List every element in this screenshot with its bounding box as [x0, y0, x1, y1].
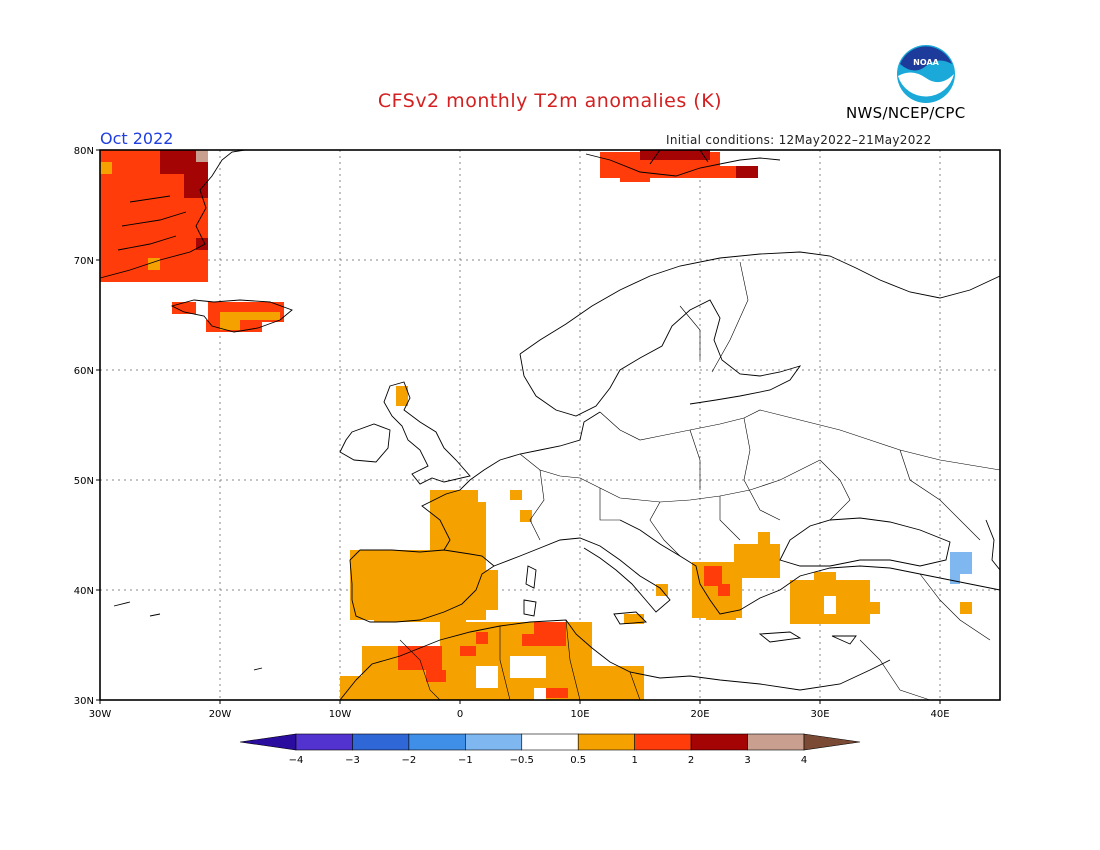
anomaly-balkans	[692, 532, 780, 620]
map-frame	[99, 149, 1001, 701]
colorbar-label: 4	[801, 755, 807, 766]
lon-label: 30E	[810, 709, 829, 720]
noaa-logo: NOAA	[897, 45, 955, 103]
anomaly-turkey-gap	[824, 596, 836, 614]
longitude-labels: 30W 20W 10W 0 10E 20E 30E 40E	[89, 700, 950, 720]
anomaly-north-africa	[340, 622, 644, 700]
colorbar-swatch	[690, 733, 748, 751]
latitude-labels: 80N 70N 60N 50N 40N 30N	[74, 146, 100, 707]
lat-label: 50N	[74, 476, 94, 487]
valid-month-label: Oct 2022	[100, 129, 174, 148]
lon-label: 20E	[690, 709, 709, 720]
lon-label: 10E	[570, 709, 589, 720]
graticule	[100, 150, 1000, 700]
logo-text: NOAA	[913, 58, 939, 67]
colorbar-swatch	[577, 733, 635, 751]
colorbar-label: 0.5	[570, 755, 586, 766]
colorbar-swatch	[465, 733, 523, 751]
colorbar-label: −2	[402, 755, 417, 766]
anomaly-svalbard	[600, 150, 758, 182]
lat-label: 40N	[74, 586, 94, 597]
colorbar-low-triangle	[239, 733, 297, 751]
anomaly-scotland	[396, 386, 408, 406]
colorbar-label: 1	[631, 755, 637, 766]
anomaly-caucasus	[950, 552, 972, 584]
initial-conditions-label: Initial conditions: 12May2022–21May2022	[666, 133, 932, 147]
colorbar-label: 3	[744, 755, 750, 766]
lon-label: 40E	[930, 709, 949, 720]
colorbar-swatch	[408, 733, 466, 751]
lon-label: 30W	[89, 709, 112, 720]
lon-label: 10W	[329, 709, 352, 720]
colorbar-label: 2	[688, 755, 694, 766]
lon-label: 0	[457, 709, 463, 720]
colorbar: −4 −3 −2 −1 −0.5 0.5 1 2 3 4	[239, 733, 861, 766]
agency-label: NWS/NCEP/CPC	[846, 104, 966, 122]
anomaly-france	[430, 490, 532, 550]
anomaly-iberia	[350, 550, 498, 622]
colorbar-label: −0.5	[510, 755, 534, 766]
colorbar-swatch	[521, 733, 579, 751]
anomaly-turkey	[790, 572, 972, 624]
map-title: CFSv2 monthly T2m anomalies (K)	[377, 90, 723, 112]
anomaly-iceland	[172, 302, 284, 332]
colorbar-swatch	[747, 733, 805, 751]
colorbar-label: −4	[289, 755, 304, 766]
coastlines	[99, 149, 1001, 701]
colorbar-swatch	[352, 733, 410, 751]
country-borders	[399, 261, 1001, 701]
colorbar-label: −1	[458, 755, 473, 766]
lat-label: 70N	[74, 256, 94, 267]
lat-label: 80N	[74, 146, 94, 157]
lon-label: 20W	[209, 709, 232, 720]
lat-label: 60N	[74, 366, 94, 377]
colorbar-swatch	[295, 733, 353, 751]
colorbar-label: −3	[345, 755, 360, 766]
colorbar-swatch	[634, 733, 692, 751]
lat-label: 30N	[74, 696, 94, 707]
colorbar-high-triangle	[803, 733, 861, 751]
